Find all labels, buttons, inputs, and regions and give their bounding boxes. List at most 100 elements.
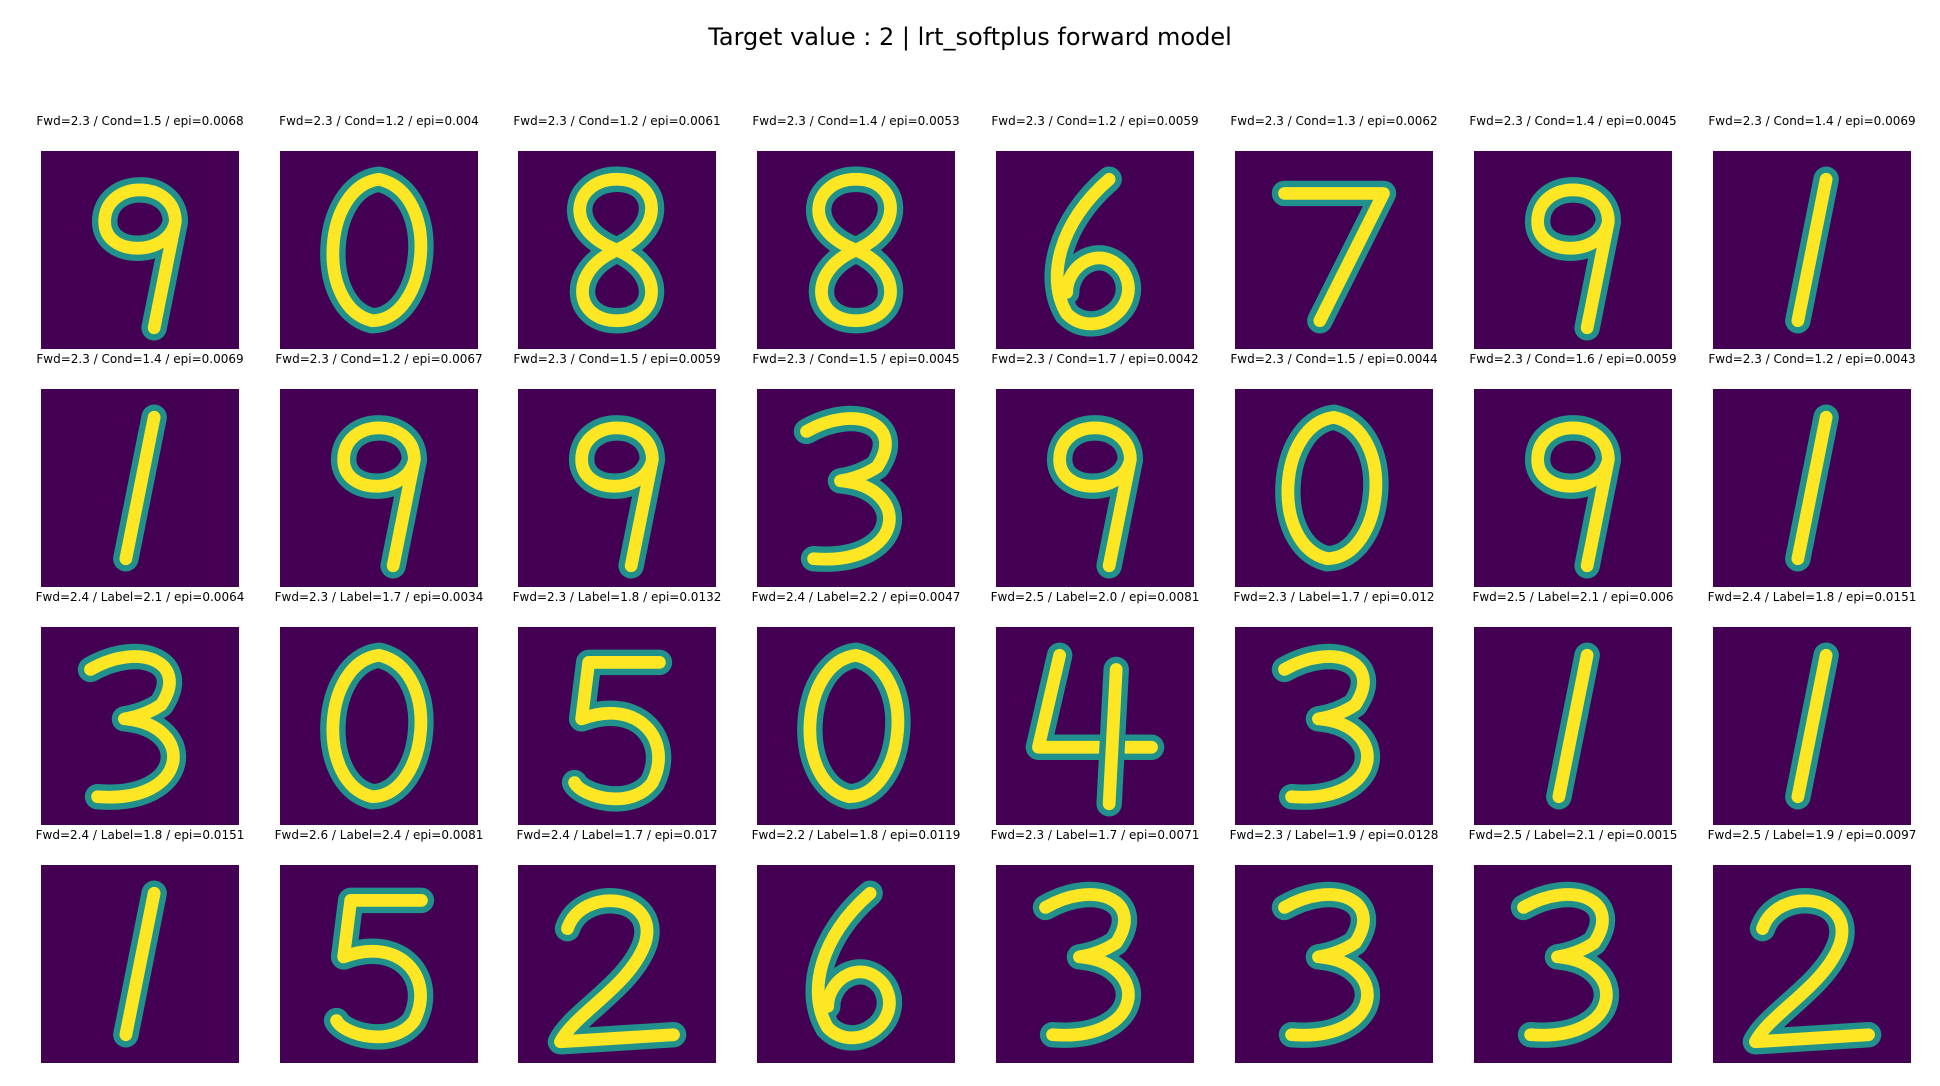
panel-caption: Fwd=2.5 / Label=1.9 / epi=0.0097 — [1707, 828, 1917, 842]
digit-image — [1474, 627, 1672, 825]
digit-image — [1474, 865, 1672, 1063]
digit-image — [757, 151, 955, 349]
panel-caption: Fwd=2.3 / Cond=1.2 / epi=0.0067 — [275, 352, 483, 366]
panel-caption: Fwd=2.3 / Cond=1.5 / epi=0.0045 — [752, 352, 960, 366]
digit-image — [1474, 389, 1672, 587]
panel-caption: Fwd=2.4 / Label=2.2 / epi=0.0047 — [751, 590, 961, 604]
digit-panel — [1235, 151, 1433, 349]
digit-panel — [280, 865, 478, 1063]
digit-panel — [518, 151, 716, 349]
panel-caption: Fwd=2.3 / Cond=1.5 / epi=0.0068 — [36, 114, 244, 128]
digit-image — [41, 151, 239, 349]
digit-image — [996, 151, 1194, 349]
digit-panel — [518, 627, 716, 825]
digit-panel — [41, 627, 239, 825]
panel-caption: Fwd=2.5 / Label=2.1 / epi=0.006 — [1472, 590, 1674, 604]
digit-stroke-core — [575, 421, 659, 573]
digit-stroke-core — [1791, 648, 1833, 804]
digit-stroke-core — [811, 886, 896, 1045]
digit-stroke-core — [337, 421, 421, 573]
panel-caption: Fwd=2.3 / Label=1.7 / epi=0.0071 — [990, 828, 1200, 842]
digit-image — [1713, 865, 1911, 1063]
digit-panel — [1474, 865, 1672, 1063]
panel-caption: Fwd=2.3 / Cond=1.2 / epi=0.004 — [279, 114, 479, 128]
panel-caption: Fwd=2.3 / Cond=1.3 / epi=0.0062 — [1230, 114, 1438, 128]
digit-stroke-core — [119, 410, 161, 566]
digit-image — [1235, 627, 1433, 825]
digit-image — [41, 389, 239, 587]
digit-image — [280, 865, 478, 1063]
panel-caption: Fwd=2.4 / Label=1.7 / epi=0.017 — [516, 828, 718, 842]
panel-caption: Fwd=2.3 / Cond=1.5 / epi=0.0044 — [1230, 352, 1438, 366]
digit-panel — [1713, 151, 1911, 349]
digit-panel — [996, 151, 1194, 349]
digit-panel — [757, 389, 955, 587]
digit-stroke-core — [1749, 894, 1875, 1049]
panel-caption: Fwd=2.5 / Label=2.0 / epi=0.0081 — [990, 590, 1200, 604]
digit-stroke-core — [800, 412, 896, 566]
panel-caption: Fwd=2.3 / Label=1.7 / epi=0.0034 — [274, 590, 484, 604]
digit-image — [518, 627, 716, 825]
digit-image — [518, 151, 716, 349]
panel-caption: Fwd=2.5 / Label=2.1 / epi=0.0015 — [1468, 828, 1678, 842]
digit-stroke-core — [330, 893, 428, 1044]
digit-image — [41, 627, 239, 825]
digit-stroke-core — [573, 172, 658, 328]
digit-panel — [1235, 865, 1433, 1063]
panel-caption: Fwd=2.3 / Cond=1.4 / epi=0.0053 — [752, 114, 960, 128]
digit-stroke-core — [1278, 888, 1374, 1042]
digit-panel — [280, 627, 478, 825]
panel-caption: Fwd=2.3 / Label=1.8 / epi=0.0132 — [512, 590, 722, 604]
digit-panel — [1474, 389, 1672, 587]
panel-caption: Fwd=2.3 / Cond=1.2 / epi=0.0043 — [1708, 352, 1916, 366]
digit-panel — [280, 151, 478, 349]
digit-panel — [996, 865, 1194, 1063]
digit-panel — [1713, 865, 1911, 1063]
digit-stroke-core — [1791, 172, 1833, 328]
digit-panel — [41, 865, 239, 1063]
digit-panel — [1713, 627, 1911, 825]
digit-image — [1235, 865, 1433, 1063]
panel-caption: Fwd=2.2 / Label=1.8 / epi=0.0119 — [751, 828, 961, 842]
digit-image — [757, 627, 955, 825]
panel-caption: Fwd=2.3 / Cond=1.5 / epi=0.0059 — [513, 352, 721, 366]
digit-image — [518, 389, 716, 587]
panel-caption: Fwd=2.3 / Cond=1.4 / epi=0.0069 — [1708, 114, 1916, 128]
digit-stroke-core — [84, 650, 180, 804]
digit-panel — [518, 389, 716, 587]
digit-image — [41, 865, 239, 1063]
digit-image — [996, 389, 1194, 587]
digit-stroke-core — [1053, 421, 1137, 573]
digit-panel — [757, 627, 955, 825]
panel-caption: Fwd=2.3 / Cond=1.2 / epi=0.0059 — [991, 114, 1199, 128]
digit-stroke-core — [1531, 421, 1615, 573]
digit-stroke-core — [1102, 663, 1123, 811]
panel-caption: Fwd=2.3 / Cond=1.4 / epi=0.0069 — [36, 352, 244, 366]
digit-stroke-core — [812, 172, 897, 328]
digit-panel — [41, 151, 239, 349]
digit-panel — [1235, 627, 1433, 825]
digit-image — [757, 865, 955, 1063]
digit-stroke-core — [1531, 183, 1615, 335]
digit-stroke-core — [326, 172, 428, 328]
digit-stroke-core — [1039, 888, 1135, 1042]
digit-stroke-core — [1278, 650, 1374, 804]
digit-image — [280, 151, 478, 349]
digit-stroke-core — [568, 655, 666, 806]
panel-caption: Fwd=2.3 / Label=1.9 / epi=0.0128 — [1229, 828, 1439, 842]
digit-stroke-core — [98, 183, 182, 335]
panel-caption: Fwd=2.4 / Label=1.8 / epi=0.0151 — [1707, 590, 1917, 604]
digit-image — [280, 389, 478, 587]
digit-stroke-core — [1791, 410, 1833, 566]
digit-stroke-core — [554, 894, 680, 1049]
digit-stroke-core — [1552, 648, 1594, 804]
digit-image — [1235, 389, 1433, 587]
panel-caption: Fwd=2.3 / Cond=1.2 / epi=0.0061 — [513, 114, 721, 128]
digit-image — [1713, 389, 1911, 587]
digit-image — [280, 627, 478, 825]
panel-caption: Fwd=2.3 / Cond=1.4 / epi=0.0045 — [1469, 114, 1677, 128]
digit-panel — [757, 865, 955, 1063]
digit-stroke-core — [1050, 172, 1135, 331]
digit-image — [1474, 151, 1672, 349]
digit-stroke-core — [1517, 888, 1613, 1042]
